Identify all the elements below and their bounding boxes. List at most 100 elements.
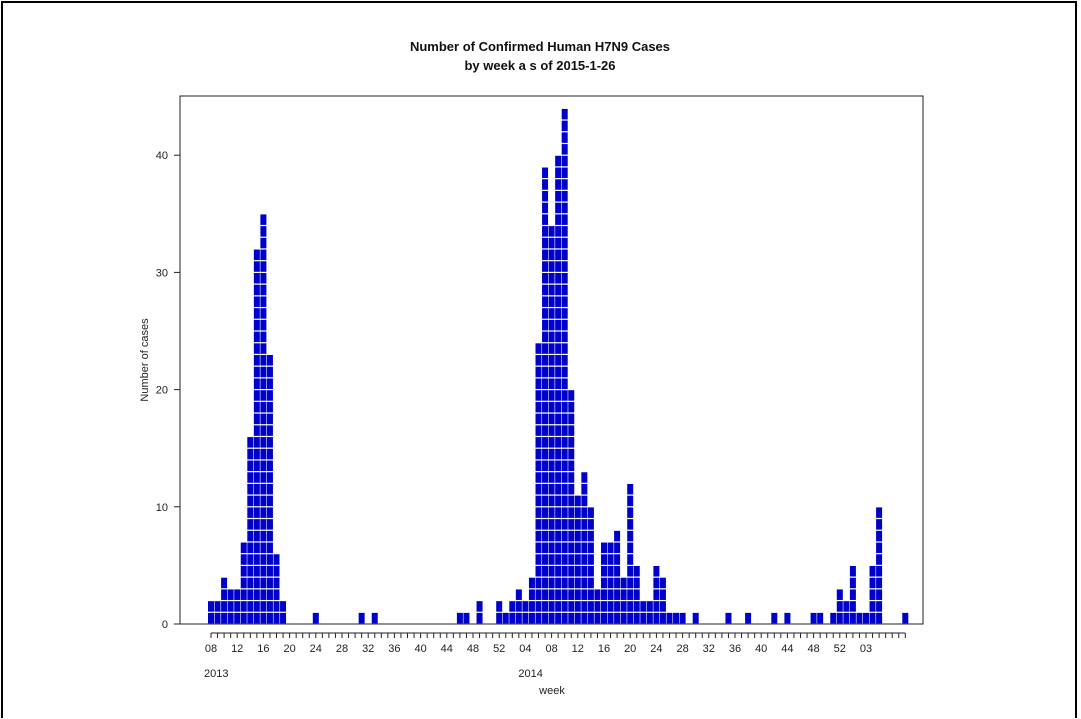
x-tick-label: 52 bbox=[493, 643, 505, 655]
bar bbox=[273, 554, 280, 624]
y-tick-label: 20 bbox=[156, 385, 168, 397]
bar bbox=[227, 589, 234, 624]
bar bbox=[476, 601, 483, 624]
chart-title: Number of Confirmed Human H7N9 Cases bbox=[410, 39, 670, 54]
bar bbox=[358, 612, 365, 624]
bar bbox=[240, 542, 247, 624]
year-label: 2014 bbox=[518, 668, 542, 680]
bar bbox=[528, 577, 535, 624]
x-tick-label: 08 bbox=[205, 643, 217, 655]
bar bbox=[253, 249, 260, 624]
bar bbox=[620, 577, 627, 624]
x-tick-label: 48 bbox=[467, 643, 479, 655]
x-tick-label: 12 bbox=[572, 643, 584, 655]
bar bbox=[673, 612, 680, 624]
bar bbox=[208, 601, 214, 624]
x-tick-label: 32 bbox=[703, 643, 715, 655]
bar bbox=[280, 601, 287, 624]
y-tick-label: 40 bbox=[156, 150, 168, 162]
y-axis-label: Number of cases bbox=[139, 318, 151, 402]
bar bbox=[502, 612, 509, 624]
x-tick-label: 24 bbox=[310, 643, 322, 655]
x-tick-label: 36 bbox=[388, 643, 400, 655]
bar bbox=[312, 612, 319, 624]
bar bbox=[601, 542, 607, 624]
x-tick-label: 52 bbox=[834, 643, 846, 655]
x-tick-label: 20 bbox=[283, 643, 295, 655]
y-tick-label: 10 bbox=[156, 502, 168, 514]
bar bbox=[535, 343, 542, 624]
x-tick-label: 40 bbox=[414, 643, 426, 655]
bar bbox=[771, 612, 778, 624]
bar bbox=[371, 612, 378, 624]
y-tick-label: 30 bbox=[156, 267, 168, 279]
y-tick-label: 0 bbox=[162, 619, 168, 631]
x-tick-label: 48 bbox=[807, 643, 819, 655]
bar bbox=[522, 601, 529, 624]
x-tick-label: 16 bbox=[598, 643, 610, 655]
bar bbox=[725, 612, 732, 624]
bar bbox=[843, 601, 850, 624]
x-axis: 08 12 16 20 24 28 32 36 40 44 48 52 04 08 12 16 20 24 28 32… bbox=[204, 632, 906, 680]
plot-box bbox=[179, 95, 924, 625]
bar bbox=[646, 601, 653, 624]
bar bbox=[836, 589, 843, 624]
bar bbox=[247, 437, 254, 624]
bar bbox=[214, 601, 221, 624]
bar bbox=[561, 108, 568, 624]
bar bbox=[587, 507, 594, 624]
bar bbox=[679, 612, 686, 624]
bar bbox=[555, 155, 562, 624]
bar bbox=[568, 390, 575, 624]
x-tick-label: 40 bbox=[755, 643, 767, 655]
x-tick-label: 28 bbox=[676, 643, 688, 655]
bar bbox=[221, 577, 228, 624]
bar bbox=[515, 589, 522, 624]
bar bbox=[496, 601, 503, 624]
x-tick-label: 32 bbox=[362, 643, 374, 655]
bar bbox=[902, 612, 909, 624]
bar bbox=[640, 601, 647, 624]
bar bbox=[542, 167, 549, 624]
bar bbox=[810, 612, 817, 624]
bar bbox=[863, 612, 869, 624]
x-tick-label: 12 bbox=[231, 643, 243, 655]
x-tick-label: 08 bbox=[545, 643, 557, 655]
bar bbox=[692, 612, 699, 624]
bar bbox=[260, 214, 267, 624]
year-label: 2013 bbox=[204, 668, 228, 680]
x-tick-label: 28 bbox=[336, 643, 348, 655]
x-axis-label: week bbox=[538, 685, 565, 697]
bar bbox=[830, 612, 837, 624]
y-axis: 0 10 20 30 40 bbox=[156, 150, 180, 631]
bar bbox=[607, 542, 614, 624]
bar bbox=[574, 495, 581, 624]
bar bbox=[666, 612, 673, 624]
bar bbox=[745, 612, 752, 624]
bar bbox=[856, 612, 863, 624]
bar bbox=[869, 566, 876, 624]
chart-subtitle: by week a s of 2015-1-26 bbox=[464, 58, 615, 73]
x-tick-label: 03 bbox=[860, 643, 872, 655]
bar bbox=[463, 612, 470, 624]
bar bbox=[817, 612, 824, 624]
bar bbox=[581, 472, 588, 624]
bar bbox=[456, 612, 463, 624]
bar bbox=[784, 612, 791, 624]
x-tick-label: 36 bbox=[729, 643, 741, 655]
bar bbox=[633, 566, 640, 624]
bar bbox=[614, 530, 621, 624]
bar bbox=[849, 566, 856, 624]
bar bbox=[594, 589, 601, 624]
bar bbox=[509, 601, 516, 624]
x-tick-label: 16 bbox=[257, 643, 269, 655]
x-tick-label: 44 bbox=[441, 643, 453, 655]
bar bbox=[234, 589, 241, 624]
bars-layer bbox=[208, 108, 909, 624]
x-tick-label: 24 bbox=[650, 643, 662, 655]
bar bbox=[659, 577, 666, 624]
x-tick-label: 20 bbox=[624, 643, 636, 655]
bar bbox=[627, 483, 634, 624]
